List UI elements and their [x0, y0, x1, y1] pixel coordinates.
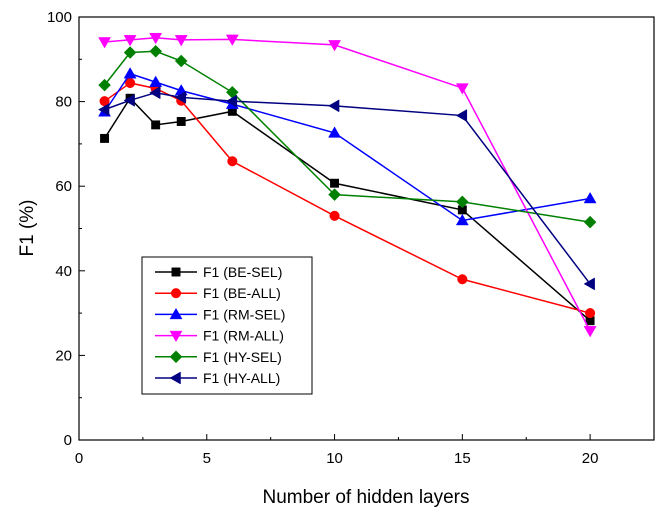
- data-point: [123, 35, 137, 47]
- x-tick-label: 20: [582, 450, 599, 467]
- y-tick-label: 100: [47, 9, 72, 26]
- legend-item: F1 (RM-ALL): [155, 328, 284, 344]
- legend-item: F1 (BE-SEL): [155, 264, 282, 280]
- y-tick-label: 0: [64, 432, 72, 449]
- data-point: [329, 210, 340, 221]
- data-point: [174, 90, 186, 104]
- legend-label: F1 (HY-ALL): [203, 370, 280, 386]
- data-point: [455, 109, 468, 122]
- y-axis: 0 20 40 60 80 100: [47, 9, 85, 449]
- x-tick-label: 15: [454, 450, 471, 467]
- data-point: [455, 83, 469, 95]
- legend-label: F1 (RM-SEL): [203, 306, 285, 322]
- data-point: [174, 54, 188, 68]
- legend-item: F1 (HY-SEL): [155, 349, 282, 365]
- y-axis-title: F1 (%): [17, 200, 38, 257]
- data-point: [149, 86, 161, 100]
- data-point: [225, 94, 238, 108]
- legend-label: F1 (BE-ALL): [203, 285, 281, 301]
- y-tick-label: 80: [55, 94, 72, 111]
- data-point: [455, 213, 469, 226]
- data-point: [328, 188, 341, 202]
- data-point: [328, 40, 341, 52]
- series-line: [104, 36, 591, 332]
- data-point: [455, 195, 469, 209]
- legend-label: F1 (HY-SEL): [203, 349, 282, 365]
- data-point: [330, 178, 340, 188]
- x-axis: 0 5 10 15 20: [75, 434, 599, 467]
- data-point: [585, 308, 596, 319]
- data-point: [98, 103, 110, 117]
- data-point: [328, 126, 341, 138]
- data-point: [100, 133, 110, 143]
- data-point: [98, 37, 111, 49]
- data-point: [227, 156, 238, 167]
- data-point: [583, 215, 597, 229]
- series-f-rm-all: [98, 32, 597, 338]
- series-line: [103, 50, 591, 223]
- series-f-hy-all: [98, 86, 595, 291]
- series-f-hy-sel: [98, 44, 597, 229]
- series-f-be-all: [99, 77, 596, 319]
- x-tick-label: 10: [326, 450, 343, 467]
- y-tick-label: 40: [55, 263, 72, 280]
- legend-item: F1 (RM-SEL): [155, 306, 285, 322]
- y-tick-label: 20: [55, 347, 72, 364]
- data-point: [174, 35, 188, 47]
- x-axis-title: Number of hidden layers: [263, 487, 470, 508]
- data-point: [583, 277, 595, 291]
- data-point: [151, 120, 161, 130]
- legend-marker: [170, 288, 182, 299]
- data-point: [176, 117, 186, 126]
- data-point: [583, 191, 597, 204]
- x-tick-label: 5: [203, 450, 211, 467]
- data-point: [123, 67, 137, 79]
- data-point: [98, 78, 111, 92]
- data-point: [225, 34, 239, 46]
- legend-box: [141, 256, 313, 395]
- legend: F1 (BE-SEL) F1 (BE-ALL) F1 (RM-SEL) F1 (RM-…: [141, 256, 313, 395]
- legend-marker: [169, 330, 183, 343]
- data-point: [328, 99, 340, 113]
- legend-marker: [171, 267, 181, 277]
- legend-item: F1 (BE-ALL): [155, 285, 281, 301]
- data-point: [149, 75, 163, 87]
- y-tick-label: 60: [55, 178, 72, 195]
- data-point: [457, 274, 468, 285]
- data-point: [149, 44, 163, 58]
- legend-marker: [169, 307, 183, 320]
- data-point: [149, 32, 163, 45]
- legend-item: F1 (HY-ALL): [155, 370, 280, 386]
- data-point: [123, 46, 137, 59]
- legend-marker: [169, 350, 183, 364]
- legend-marker: [169, 371, 181, 385]
- series-line: [103, 72, 591, 222]
- legend-label: F1 (RM-ALL): [203, 328, 284, 344]
- series-layer: [98, 32, 597, 338]
- data-point: [123, 93, 135, 107]
- legend-label: F1 (BE-SEL): [203, 264, 282, 280]
- x-tick-label: 0: [75, 450, 83, 467]
- data-point: [583, 326, 597, 338]
